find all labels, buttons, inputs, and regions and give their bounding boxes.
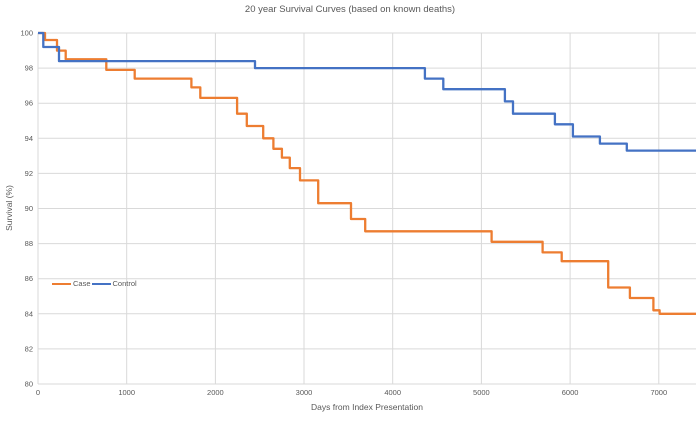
x-tick-label-4000: 4000 (384, 388, 401, 397)
chart-title: 20 year Survival Curves (based on known … (244, 4, 456, 15)
y-tick-label-80: 80 (25, 380, 33, 389)
case-survival-line (38, 31, 696, 315)
x-tick-label-5000: 5000 (473, 388, 490, 397)
y-tick-label-88: 88 (25, 239, 33, 248)
legend-control-swatch (91, 282, 111, 285)
y-tick-label-90: 90 (25, 204, 33, 213)
x-tick-label-2000: 2000 (207, 388, 224, 397)
legend-control-label: Control (112, 279, 137, 288)
y-tick-label-98: 98 (25, 64, 33, 73)
x-tick-label-3000: 3000 (296, 388, 313, 397)
y-tick-label-94: 94 (25, 134, 33, 143)
y-tick-label-82: 82 (25, 344, 33, 353)
x-tick-label-7000: 7000 (650, 388, 667, 397)
legend-case-label: Case (73, 279, 91, 288)
y-tick-label-96: 96 (25, 99, 33, 108)
y-tick-label-100: 100 (20, 29, 33, 38)
x-tick-label-0: 0 (36, 388, 40, 397)
control-survival-line (38, 31, 696, 152)
y-axis-title: Survival (%) (4, 185, 14, 231)
x-axis-title: Days from Index Presentation (311, 402, 423, 412)
y-tick-label-92: 92 (25, 169, 33, 178)
x-tick-label-6000: 6000 (562, 388, 579, 397)
legend: Case Control (52, 280, 138, 288)
y-tick-label-84: 84 (25, 309, 33, 318)
x-tick-label-1000: 1000 (118, 388, 135, 397)
y-tick-label-86: 86 (25, 274, 33, 283)
legend-case-swatch (52, 282, 71, 285)
